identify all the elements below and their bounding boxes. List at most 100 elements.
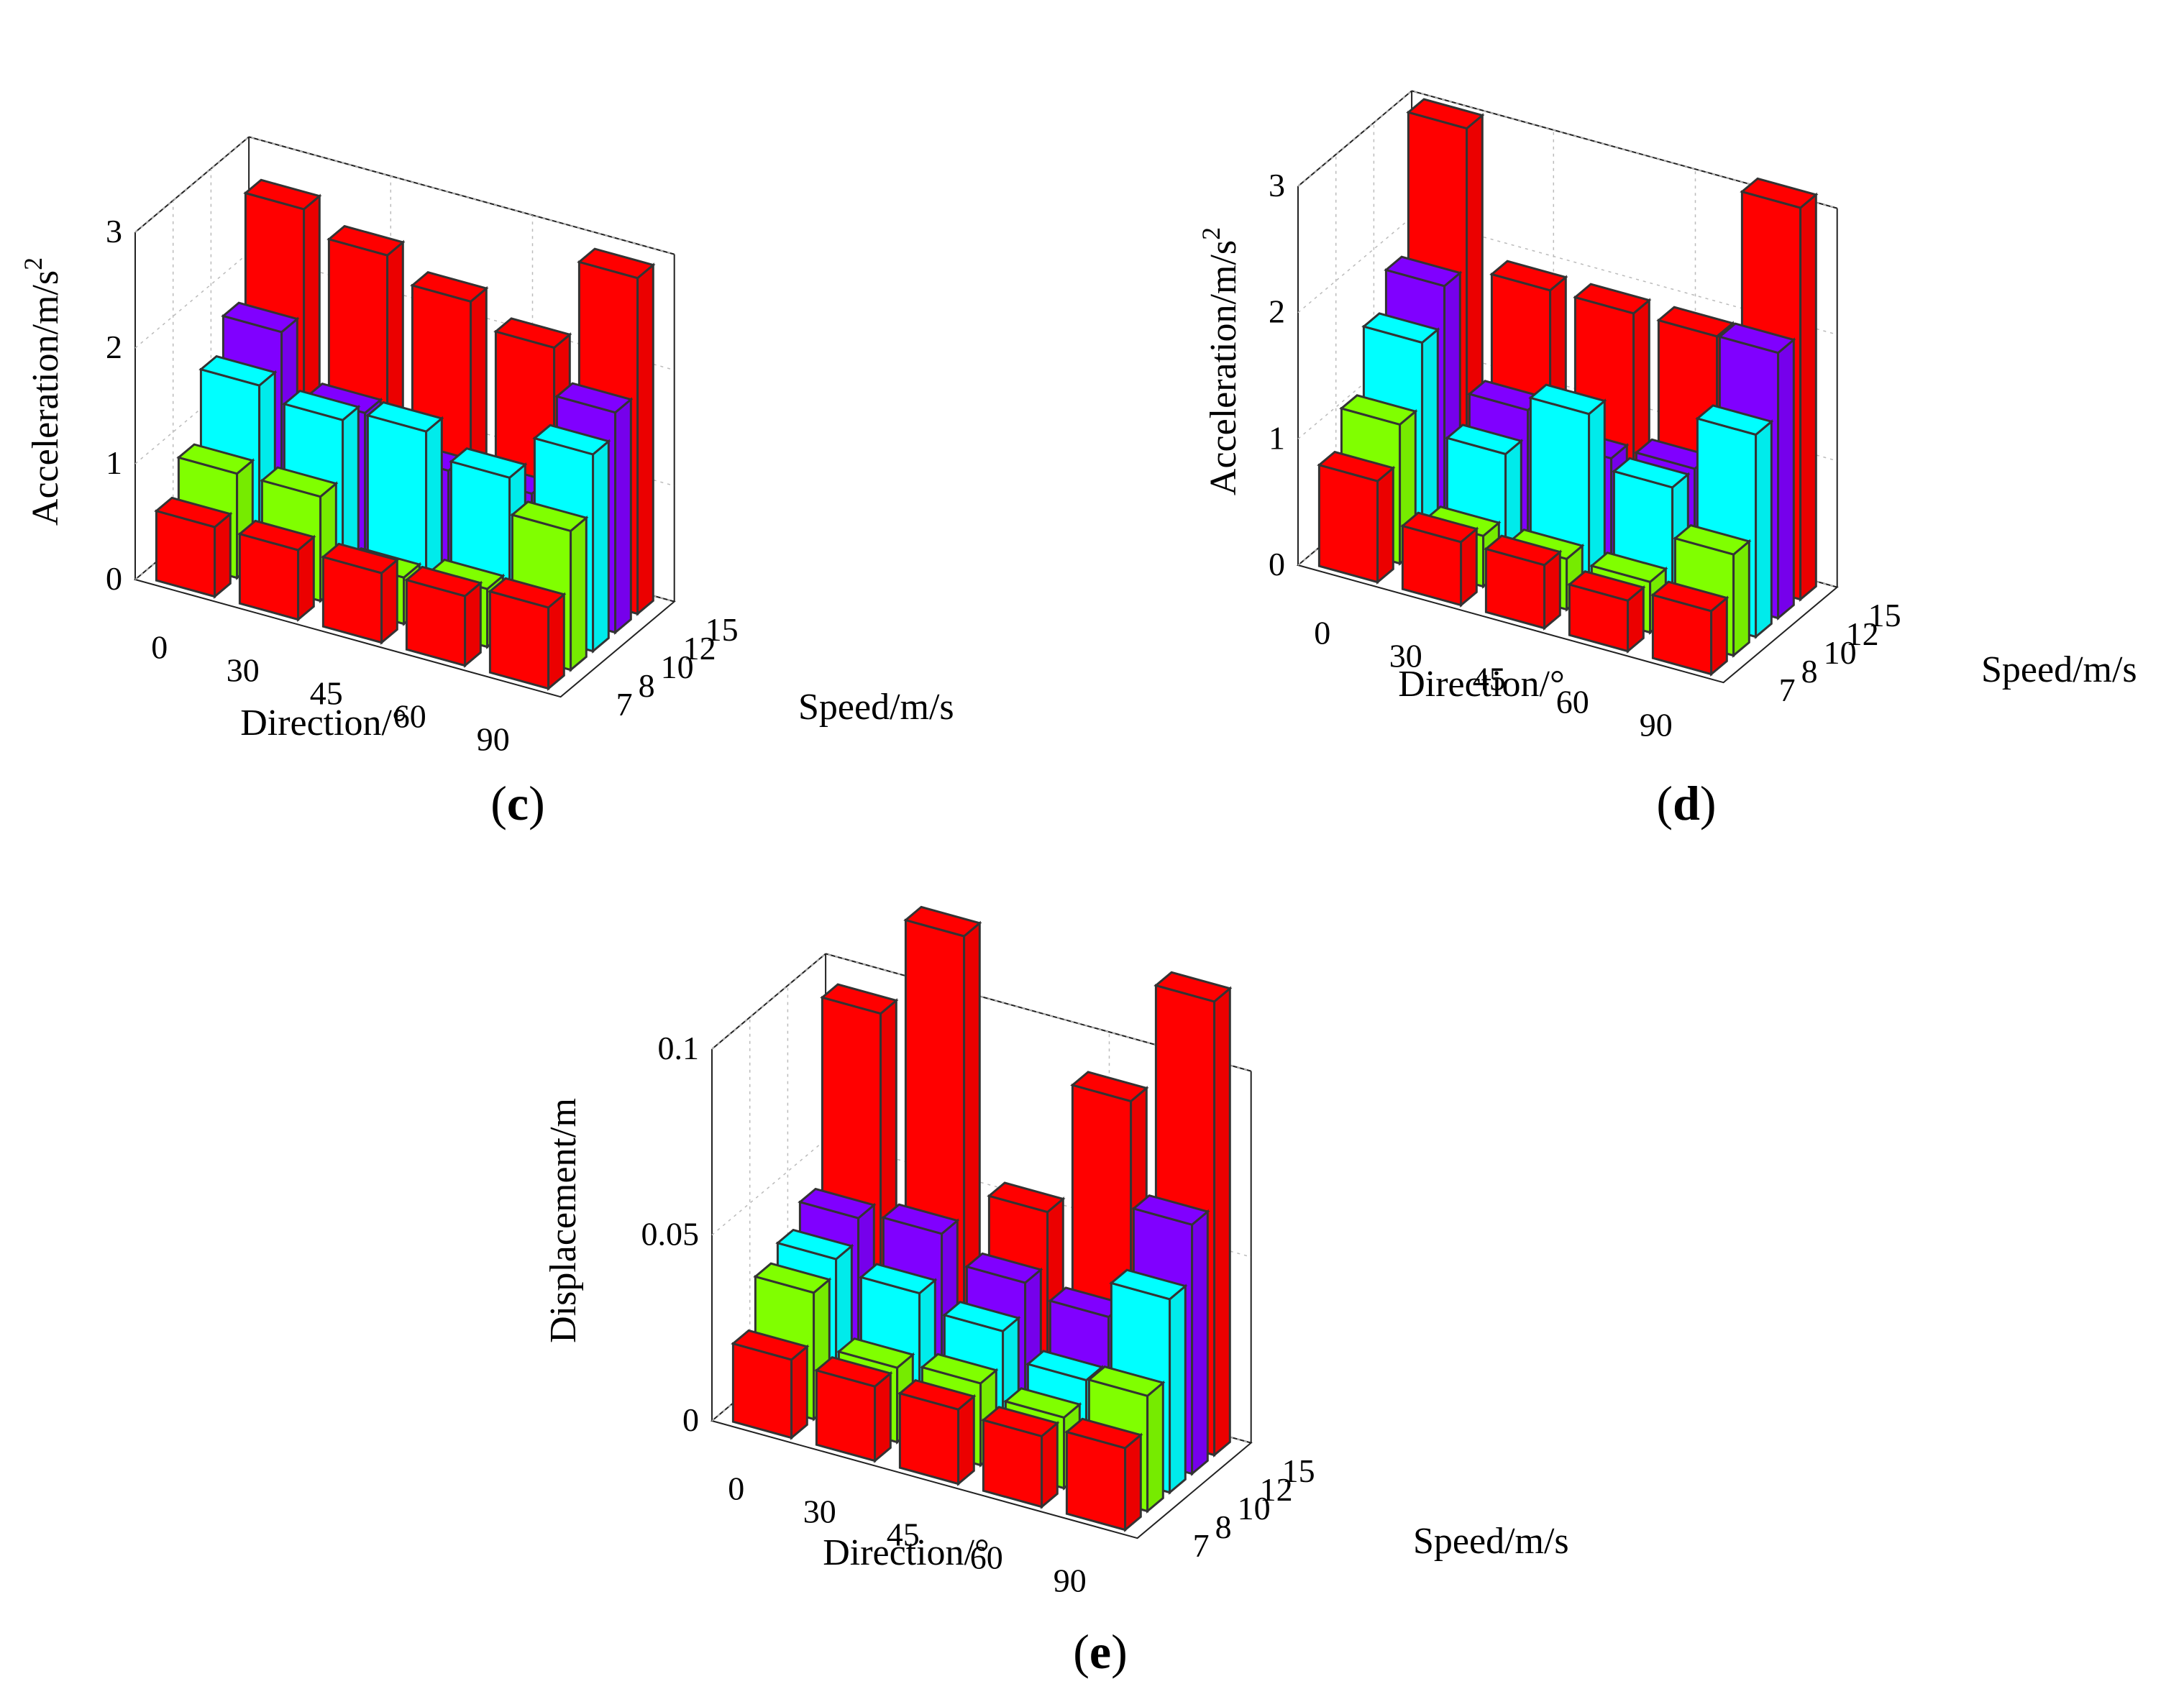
bar-top-face	[775, 1228, 854, 1260]
bar-side-face	[1041, 1420, 1059, 1509]
bar-top-face	[1406, 98, 1485, 130]
x-tick-label: 60	[970, 1539, 1003, 1576]
x-tick-label: 45	[310, 675, 343, 712]
z-axis-title: Acceleration/m/s2	[1197, 227, 1244, 495]
z-tick-label: 0	[106, 560, 122, 597]
bar-7-45	[897, 1378, 977, 1486]
bar-top-face	[1612, 457, 1691, 489]
x-tick-label: 90	[477, 721, 510, 758]
y-axis-title: Speed/m/s	[1413, 1521, 1569, 1562]
bar-top-face	[282, 389, 361, 421]
z-tick-label: 2	[1269, 293, 1285, 330]
bar-top-face	[1025, 1350, 1105, 1382]
bar-7-90	[1650, 580, 1730, 677]
bar-top-face	[577, 247, 656, 280]
x-tick-label: 30	[227, 652, 260, 689]
bar-side-face	[1146, 1380, 1164, 1514]
bar-7-60	[404, 565, 483, 668]
bar-top-face	[1589, 552, 1668, 583]
y-tick-label: 10	[1824, 634, 1857, 671]
bar-top-face	[1064, 1417, 1143, 1450]
bar-side-face	[547, 592, 565, 691]
bar-top-face	[964, 1252, 1043, 1284]
bars-e	[731, 905, 1233, 1532]
bar-side-face	[1376, 465, 1394, 585]
z-tick-label: 0.05	[641, 1216, 700, 1253]
bar-front-face	[1317, 463, 1379, 584]
panel-label-c: (c)	[490, 776, 545, 830]
bar-top-face	[365, 401, 444, 433]
x-tick-label: 90	[1640, 707, 1673, 743]
bar-top-face	[1070, 1071, 1149, 1103]
bar-side-face	[592, 439, 610, 654]
y-tick-label: 10	[661, 649, 694, 685]
bars-c	[154, 178, 656, 691]
bar-top-face	[731, 1329, 810, 1361]
bar-top-face	[554, 382, 634, 414]
bar-7-90	[488, 577, 567, 691]
bar-top-face	[1717, 322, 1796, 354]
bar-top-face	[753, 1262, 832, 1294]
y-tick-label: 15	[705, 611, 739, 648]
bar-top-face	[260, 466, 339, 498]
bar-top-face	[1573, 283, 1652, 315]
x-axis-title: Direction/°	[1398, 664, 1565, 705]
bar-side-face	[1799, 192, 1817, 602]
x-tick-label: 0	[1314, 615, 1330, 651]
bar-top-face	[237, 519, 316, 552]
bar-top-face	[1087, 1365, 1166, 1397]
bar-side-face	[570, 515, 588, 672]
y-tick-label: 8	[1801, 653, 1818, 690]
bar-top-face	[176, 443, 255, 475]
bar-top-face	[404, 565, 483, 598]
x-tick-label: 45	[1473, 661, 1506, 697]
bar-top-face	[1484, 534, 1563, 567]
z-tick-label: 1	[1269, 419, 1285, 456]
y-tick-label: 8	[1215, 1509, 1232, 1545]
bar-7-60	[1567, 570, 1646, 654]
y-tick-label: 8	[639, 667, 655, 704]
bar-top-face	[1656, 306, 1735, 338]
z-tick-label: 3	[1269, 167, 1285, 203]
z-tick-label: 0.1	[658, 1030, 700, 1066]
bar-top-face	[859, 1263, 938, 1295]
bar-top-face	[198, 354, 278, 387]
bar-top-face	[820, 983, 899, 1015]
y-tick-label: 7	[616, 686, 633, 723]
z-axis-title: Acceleration/m/s2	[19, 257, 66, 526]
bar-top-face	[1695, 404, 1774, 436]
bar-side-face	[1213, 986, 1231, 1458]
bar-top-face	[410, 271, 489, 303]
bar-7-0	[731, 1329, 810, 1440]
z-axis-title-superscript: 2	[1197, 227, 1225, 240]
bar-top-face	[1361, 312, 1440, 344]
y-tick-label: 12	[1846, 616, 1879, 652]
x-tick-label: 0	[728, 1470, 744, 1507]
bar-side-face	[1191, 1209, 1209, 1476]
x-tick-label: 60	[393, 698, 426, 735]
bar-top-face	[881, 1203, 960, 1235]
bar-side-face	[790, 1344, 808, 1440]
bar-top-face	[326, 224, 406, 257]
y-axis-title: Speed/m/s	[1981, 649, 2137, 690]
bar-7-90	[1064, 1417, 1143, 1532]
z-tick-label: 1	[106, 444, 122, 481]
bar-7-0	[1317, 450, 1396, 585]
bar-top-face	[1109, 1268, 1188, 1301]
x-tick-label: 45	[887, 1516, 920, 1553]
bar-top-face	[243, 178, 322, 211]
bar-top-face	[488, 577, 567, 609]
y-tick-label: 10	[1238, 1490, 1271, 1527]
bar-top-face	[987, 1181, 1066, 1214]
bar-top-face	[510, 500, 589, 533]
z-axis-title: Displacement/m	[543, 1098, 584, 1343]
bar-top-face	[1567, 570, 1646, 602]
x-tick-label: 60	[1556, 684, 1589, 720]
bar-top-face	[903, 905, 982, 938]
bar-top-face	[1528, 383, 1607, 416]
bar-top-face	[814, 1355, 893, 1388]
